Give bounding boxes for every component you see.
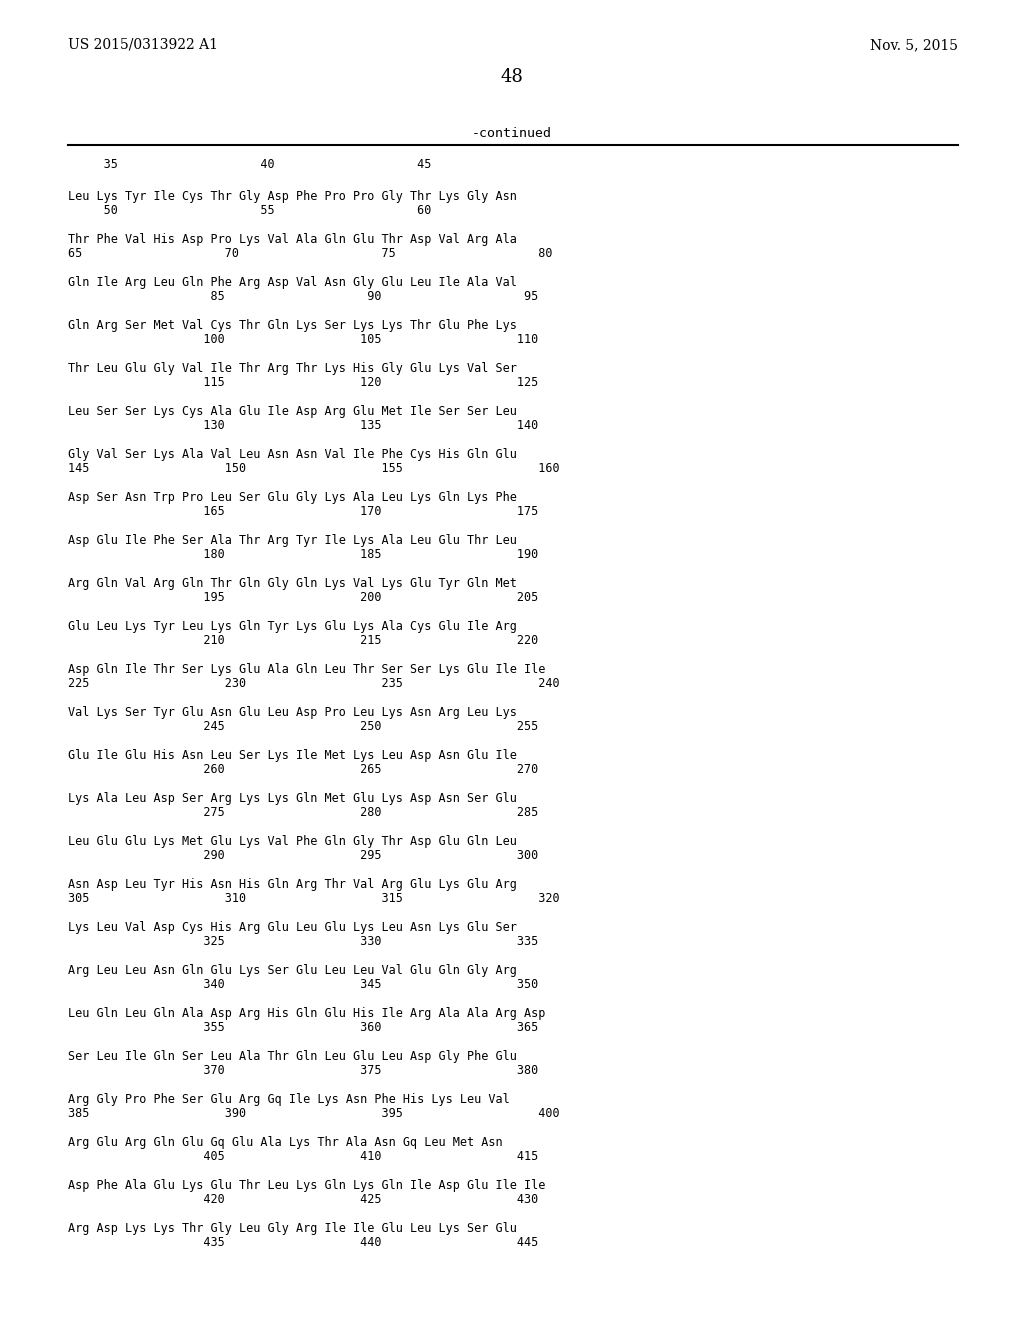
- Text: Leu Lys Tyr Ile Cys Thr Gly Asp Phe Pro Pro Gly Thr Lys Gly Asn: Leu Lys Tyr Ile Cys Thr Gly Asp Phe Pro …: [68, 190, 517, 203]
- Text: 225                   230                   235                   240: 225 230 235 240: [68, 677, 560, 690]
- Text: 100                   105                   110: 100 105 110: [68, 333, 539, 346]
- Text: Thr Leu Glu Gly Val Ile Thr Arg Thr Lys His Gly Glu Lys Val Ser: Thr Leu Glu Gly Val Ile Thr Arg Thr Lys …: [68, 362, 517, 375]
- Text: 180                   185                   190: 180 185 190: [68, 548, 539, 561]
- Text: Thr Phe Val His Asp Pro Lys Val Ala Gln Glu Thr Asp Val Arg Ala: Thr Phe Val His Asp Pro Lys Val Ala Gln …: [68, 234, 517, 246]
- Text: Leu Ser Ser Lys Cys Ala Glu Ile Asp Arg Glu Met Ile Ser Ser Leu: Leu Ser Ser Lys Cys Ala Glu Ile Asp Arg …: [68, 405, 517, 418]
- Text: 435                   440                   445: 435 440 445: [68, 1236, 539, 1249]
- Text: Gly Val Ser Lys Ala Val Leu Asn Asn Val Ile Phe Cys His Gln Glu: Gly Val Ser Lys Ala Val Leu Asn Asn Val …: [68, 447, 517, 461]
- Text: Val Lys Ser Tyr Glu Asn Glu Leu Asp Pro Leu Lys Asn Arg Leu Lys: Val Lys Ser Tyr Glu Asn Glu Leu Asp Pro …: [68, 706, 517, 719]
- Text: Arg Asp Lys Lys Thr Gly Leu Gly Arg Ile Ile Glu Leu Lys Ser Glu: Arg Asp Lys Lys Thr Gly Leu Gly Arg Ile …: [68, 1222, 517, 1236]
- Text: 85                    90                    95: 85 90 95: [68, 290, 539, 304]
- Text: 165                   170                   175: 165 170 175: [68, 506, 539, 517]
- Text: 355                   360                   365: 355 360 365: [68, 1020, 539, 1034]
- Text: 210                   215                   220: 210 215 220: [68, 634, 539, 647]
- Text: 385                   390                   395                   400: 385 390 395 400: [68, 1107, 560, 1119]
- Text: 50                    55                    60: 50 55 60: [68, 205, 431, 216]
- Text: Nov. 5, 2015: Nov. 5, 2015: [870, 38, 958, 51]
- Text: Arg Gly Pro Phe Ser Glu Arg Gq Ile Lys Asn Phe His Lys Leu Val: Arg Gly Pro Phe Ser Glu Arg Gq Ile Lys A…: [68, 1093, 510, 1106]
- Text: Asp Gln Ile Thr Ser Lys Glu Ala Gln Leu Thr Ser Ser Lys Glu Ile Ile: Asp Gln Ile Thr Ser Lys Glu Ala Gln Leu …: [68, 663, 546, 676]
- Text: 290                   295                   300: 290 295 300: [68, 849, 539, 862]
- Text: 195                   200                   205: 195 200 205: [68, 591, 539, 605]
- Text: Leu Glu Glu Lys Met Glu Lys Val Phe Gln Gly Thr Asp Glu Gln Leu: Leu Glu Glu Lys Met Glu Lys Val Phe Gln …: [68, 836, 517, 847]
- Text: Asp Glu Ile Phe Ser Ala Thr Arg Tyr Ile Lys Ala Leu Glu Thr Leu: Asp Glu Ile Phe Ser Ala Thr Arg Tyr Ile …: [68, 535, 517, 546]
- Text: 35                    40                    45: 35 40 45: [68, 158, 431, 172]
- Text: 325                   330                   335: 325 330 335: [68, 935, 539, 948]
- Text: Asn Asp Leu Tyr His Asn His Gln Arg Thr Val Arg Glu Lys Glu Arg: Asn Asp Leu Tyr His Asn His Gln Arg Thr …: [68, 878, 517, 891]
- Text: Ser Leu Ile Gln Ser Leu Ala Thr Gln Leu Glu Leu Asp Gly Phe Glu: Ser Leu Ile Gln Ser Leu Ala Thr Gln Leu …: [68, 1049, 517, 1063]
- Text: Arg Glu Arg Gln Glu Gq Glu Ala Lys Thr Ala Asn Gq Leu Met Asn: Arg Glu Arg Gln Glu Gq Glu Ala Lys Thr A…: [68, 1137, 503, 1148]
- Text: 48: 48: [501, 69, 523, 86]
- Text: 115                   120                   125: 115 120 125: [68, 376, 539, 389]
- Text: Gln Arg Ser Met Val Cys Thr Gln Lys Ser Lys Lys Thr Glu Phe Lys: Gln Arg Ser Met Val Cys Thr Gln Lys Ser …: [68, 319, 517, 333]
- Text: Asp Phe Ala Glu Lys Glu Thr Leu Lys Gln Lys Gln Ile Asp Glu Ile Ile: Asp Phe Ala Glu Lys Glu Thr Leu Lys Gln …: [68, 1179, 546, 1192]
- Text: Lys Leu Val Asp Cys His Arg Glu Leu Glu Lys Leu Asn Lys Glu Ser: Lys Leu Val Asp Cys His Arg Glu Leu Glu …: [68, 921, 517, 935]
- Text: 145                   150                   155                   160: 145 150 155 160: [68, 462, 560, 475]
- Text: Glu Ile Glu His Asn Leu Ser Lys Ile Met Lys Leu Asp Asn Glu Ile: Glu Ile Glu His Asn Leu Ser Lys Ile Met …: [68, 748, 517, 762]
- Text: Arg Gln Val Arg Gln Thr Gln Gly Gln Lys Val Lys Glu Tyr Gln Met: Arg Gln Val Arg Gln Thr Gln Gly Gln Lys …: [68, 577, 517, 590]
- Text: 245                   250                   255: 245 250 255: [68, 719, 539, 733]
- Text: 405                   410                   415: 405 410 415: [68, 1150, 539, 1163]
- Text: Lys Ala Leu Asp Ser Arg Lys Lys Gln Met Glu Lys Asp Asn Ser Glu: Lys Ala Leu Asp Ser Arg Lys Lys Gln Met …: [68, 792, 517, 805]
- Text: Leu Gln Leu Gln Ala Asp Arg His Gln Glu His Ile Arg Ala Ala Arg Asp: Leu Gln Leu Gln Ala Asp Arg His Gln Glu …: [68, 1007, 546, 1020]
- Text: Glu Leu Lys Tyr Leu Lys Gln Tyr Lys Glu Lys Ala Cys Glu Ile Arg: Glu Leu Lys Tyr Leu Lys Gln Tyr Lys Glu …: [68, 620, 517, 634]
- Text: 130                   135                   140: 130 135 140: [68, 418, 539, 432]
- Text: Arg Leu Leu Asn Gln Glu Lys Ser Glu Leu Leu Val Glu Gln Gly Arg: Arg Leu Leu Asn Gln Glu Lys Ser Glu Leu …: [68, 964, 517, 977]
- Text: -continued: -continued: [472, 127, 552, 140]
- Text: Asp Ser Asn Trp Pro Leu Ser Glu Gly Lys Ala Leu Lys Gln Lys Phe: Asp Ser Asn Trp Pro Leu Ser Glu Gly Lys …: [68, 491, 517, 504]
- Text: US 2015/0313922 A1: US 2015/0313922 A1: [68, 38, 218, 51]
- Text: Gln Ile Arg Leu Gln Phe Arg Asp Val Asn Gly Glu Leu Ile Ala Val: Gln Ile Arg Leu Gln Phe Arg Asp Val Asn …: [68, 276, 517, 289]
- Text: 260                   265                   270: 260 265 270: [68, 763, 539, 776]
- Text: 370                   375                   380: 370 375 380: [68, 1064, 539, 1077]
- Text: 65                    70                    75                    80: 65 70 75 80: [68, 247, 553, 260]
- Text: 305                   310                   315                   320: 305 310 315 320: [68, 892, 560, 906]
- Text: 275                   280                   285: 275 280 285: [68, 807, 539, 818]
- Text: 420                   425                   430: 420 425 430: [68, 1193, 539, 1206]
- Text: 340                   345                   350: 340 345 350: [68, 978, 539, 991]
